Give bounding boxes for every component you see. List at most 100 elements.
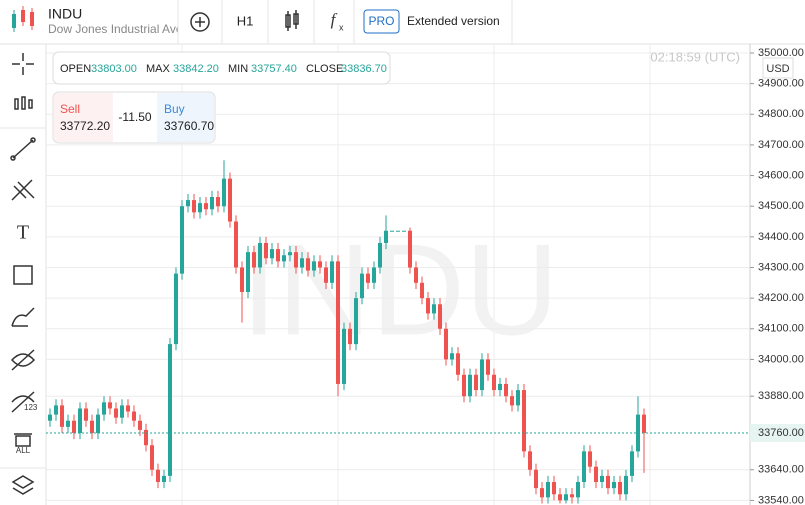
pro-badge[interactable]: PRO <box>368 14 394 28</box>
sell-label[interactable]: Sell <box>60 102 80 116</box>
candle-body <box>216 197 220 207</box>
max-value: 33842.20 <box>173 63 219 75</box>
indicators-button[interactable]: f x <box>331 10 344 32</box>
candle-body <box>54 405 58 415</box>
chart: INDU 35000.00 34900.00 34800.00 34700.00 346… <box>46 44 804 505</box>
candle-body <box>288 252 292 256</box>
delete-all[interactable]: ALL <box>14 433 32 455</box>
symbol: INDU <box>48 6 82 22</box>
candle-body <box>138 420 142 430</box>
candle-body <box>204 203 208 210</box>
candle-body <box>606 475 610 489</box>
candle-body <box>330 261 334 283</box>
close-value: 33836.70 <box>341 63 387 75</box>
y-tick-label: 34700.00 <box>758 139 804 151</box>
candle-body <box>132 411 136 421</box>
symbol-description: Dow Jones Industrial Ave <box>48 22 183 36</box>
candle-body <box>96 414 100 433</box>
crosshair-tool[interactable] <box>12 53 34 75</box>
candle-body <box>498 383 502 391</box>
y-tick-label: 35000.00 <box>758 47 804 59</box>
candle-body <box>84 408 88 421</box>
y-tick-label: 34500.00 <box>758 200 804 212</box>
buy-button[interactable] <box>157 93 214 142</box>
candle-body <box>402 230 406 232</box>
current-price-tag <box>750 423 805 442</box>
currency: USD <box>766 63 789 75</box>
candle-body <box>510 396 514 406</box>
layers-tool[interactable] <box>11 475 35 495</box>
min-label: MIN <box>228 63 248 75</box>
candle-body <box>48 414 52 421</box>
clock: 02:18:59 (UTC) <box>650 49 740 64</box>
candle-body <box>540 488 544 498</box>
candle-body <box>570 494 574 498</box>
candle-body <box>162 475 166 483</box>
svg-text:f: f <box>331 10 338 29</box>
watermark: INDU <box>241 216 559 362</box>
svg-text:123: 123 <box>24 403 38 412</box>
sell-price[interactable]: 33772.20 <box>60 119 110 133</box>
y-tick-label: 34200.00 <box>758 292 804 304</box>
candle-body <box>474 374 478 391</box>
buy-label[interactable]: Buy <box>164 102 185 116</box>
candle-body <box>66 420 70 427</box>
candle-body <box>594 466 598 483</box>
candle-body <box>396 230 400 232</box>
spread: -11.50 <box>118 110 151 124</box>
y-tick-label: 34000.00 <box>758 353 804 365</box>
extended-version-link[interactable]: Extended version <box>407 14 500 28</box>
svg-text:ALL: ALL <box>16 446 31 455</box>
candle-body <box>324 267 328 283</box>
y-tick-label: 33640.00 <box>758 464 804 476</box>
candle-body <box>588 451 592 467</box>
candle-body <box>534 469 538 489</box>
candle-body <box>90 420 94 433</box>
y-tick-label: 33880.00 <box>758 390 804 402</box>
candle-body <box>114 408 118 418</box>
add-indicator-button[interactable] <box>190 12 210 32</box>
shape-tool[interactable] <box>13 265 33 285</box>
candle-body <box>366 273 370 283</box>
candle-body <box>228 178 232 222</box>
candle-body <box>582 451 586 483</box>
candle-body <box>192 200 196 213</box>
hide-labels[interactable]: 123 <box>11 391 38 413</box>
hide-drawings[interactable] <box>10 349 36 371</box>
candle-body <box>426 298 430 314</box>
candle-body <box>384 230 388 243</box>
candle-body <box>504 383 508 397</box>
fib-tool[interactable] <box>11 179 35 201</box>
buy-price[interactable]: 33760.70 <box>164 119 214 133</box>
candle-body <box>456 353 460 375</box>
candle-body <box>558 494 562 501</box>
bars-tool[interactable] <box>14 96 33 110</box>
y-tick-label: 34900.00 <box>758 78 804 90</box>
candle-body <box>240 267 244 293</box>
candle-body <box>492 374 496 391</box>
open-label: OPEN <box>60 63 91 75</box>
candle-body <box>318 261 322 268</box>
candle-body <box>438 304 442 329</box>
text-tool[interactable]: T <box>17 222 29 244</box>
sell-button[interactable] <box>54 93 113 142</box>
close-label: CLOSE <box>306 63 343 75</box>
ohlc-panel <box>52 51 391 85</box>
candle-body <box>432 304 436 314</box>
pro-badge-box[interactable] <box>363 9 400 34</box>
candle-body <box>168 344 172 476</box>
timeframe-button[interactable]: H1 <box>237 13 254 28</box>
chart-type-button[interactable] <box>285 10 299 31</box>
candle-body <box>180 206 184 274</box>
brush-tool[interactable] <box>11 307 35 327</box>
candle-body <box>336 261 340 384</box>
candle-body <box>126 405 130 412</box>
line-tool[interactable] <box>10 137 36 161</box>
candle-body <box>186 200 190 207</box>
candle-body <box>78 408 82 433</box>
candle-body <box>522 390 526 452</box>
candle-body <box>546 482 550 498</box>
candle-body <box>480 359 484 391</box>
currency-box <box>762 57 794 79</box>
current-price-label: 33760.00 <box>758 427 804 439</box>
